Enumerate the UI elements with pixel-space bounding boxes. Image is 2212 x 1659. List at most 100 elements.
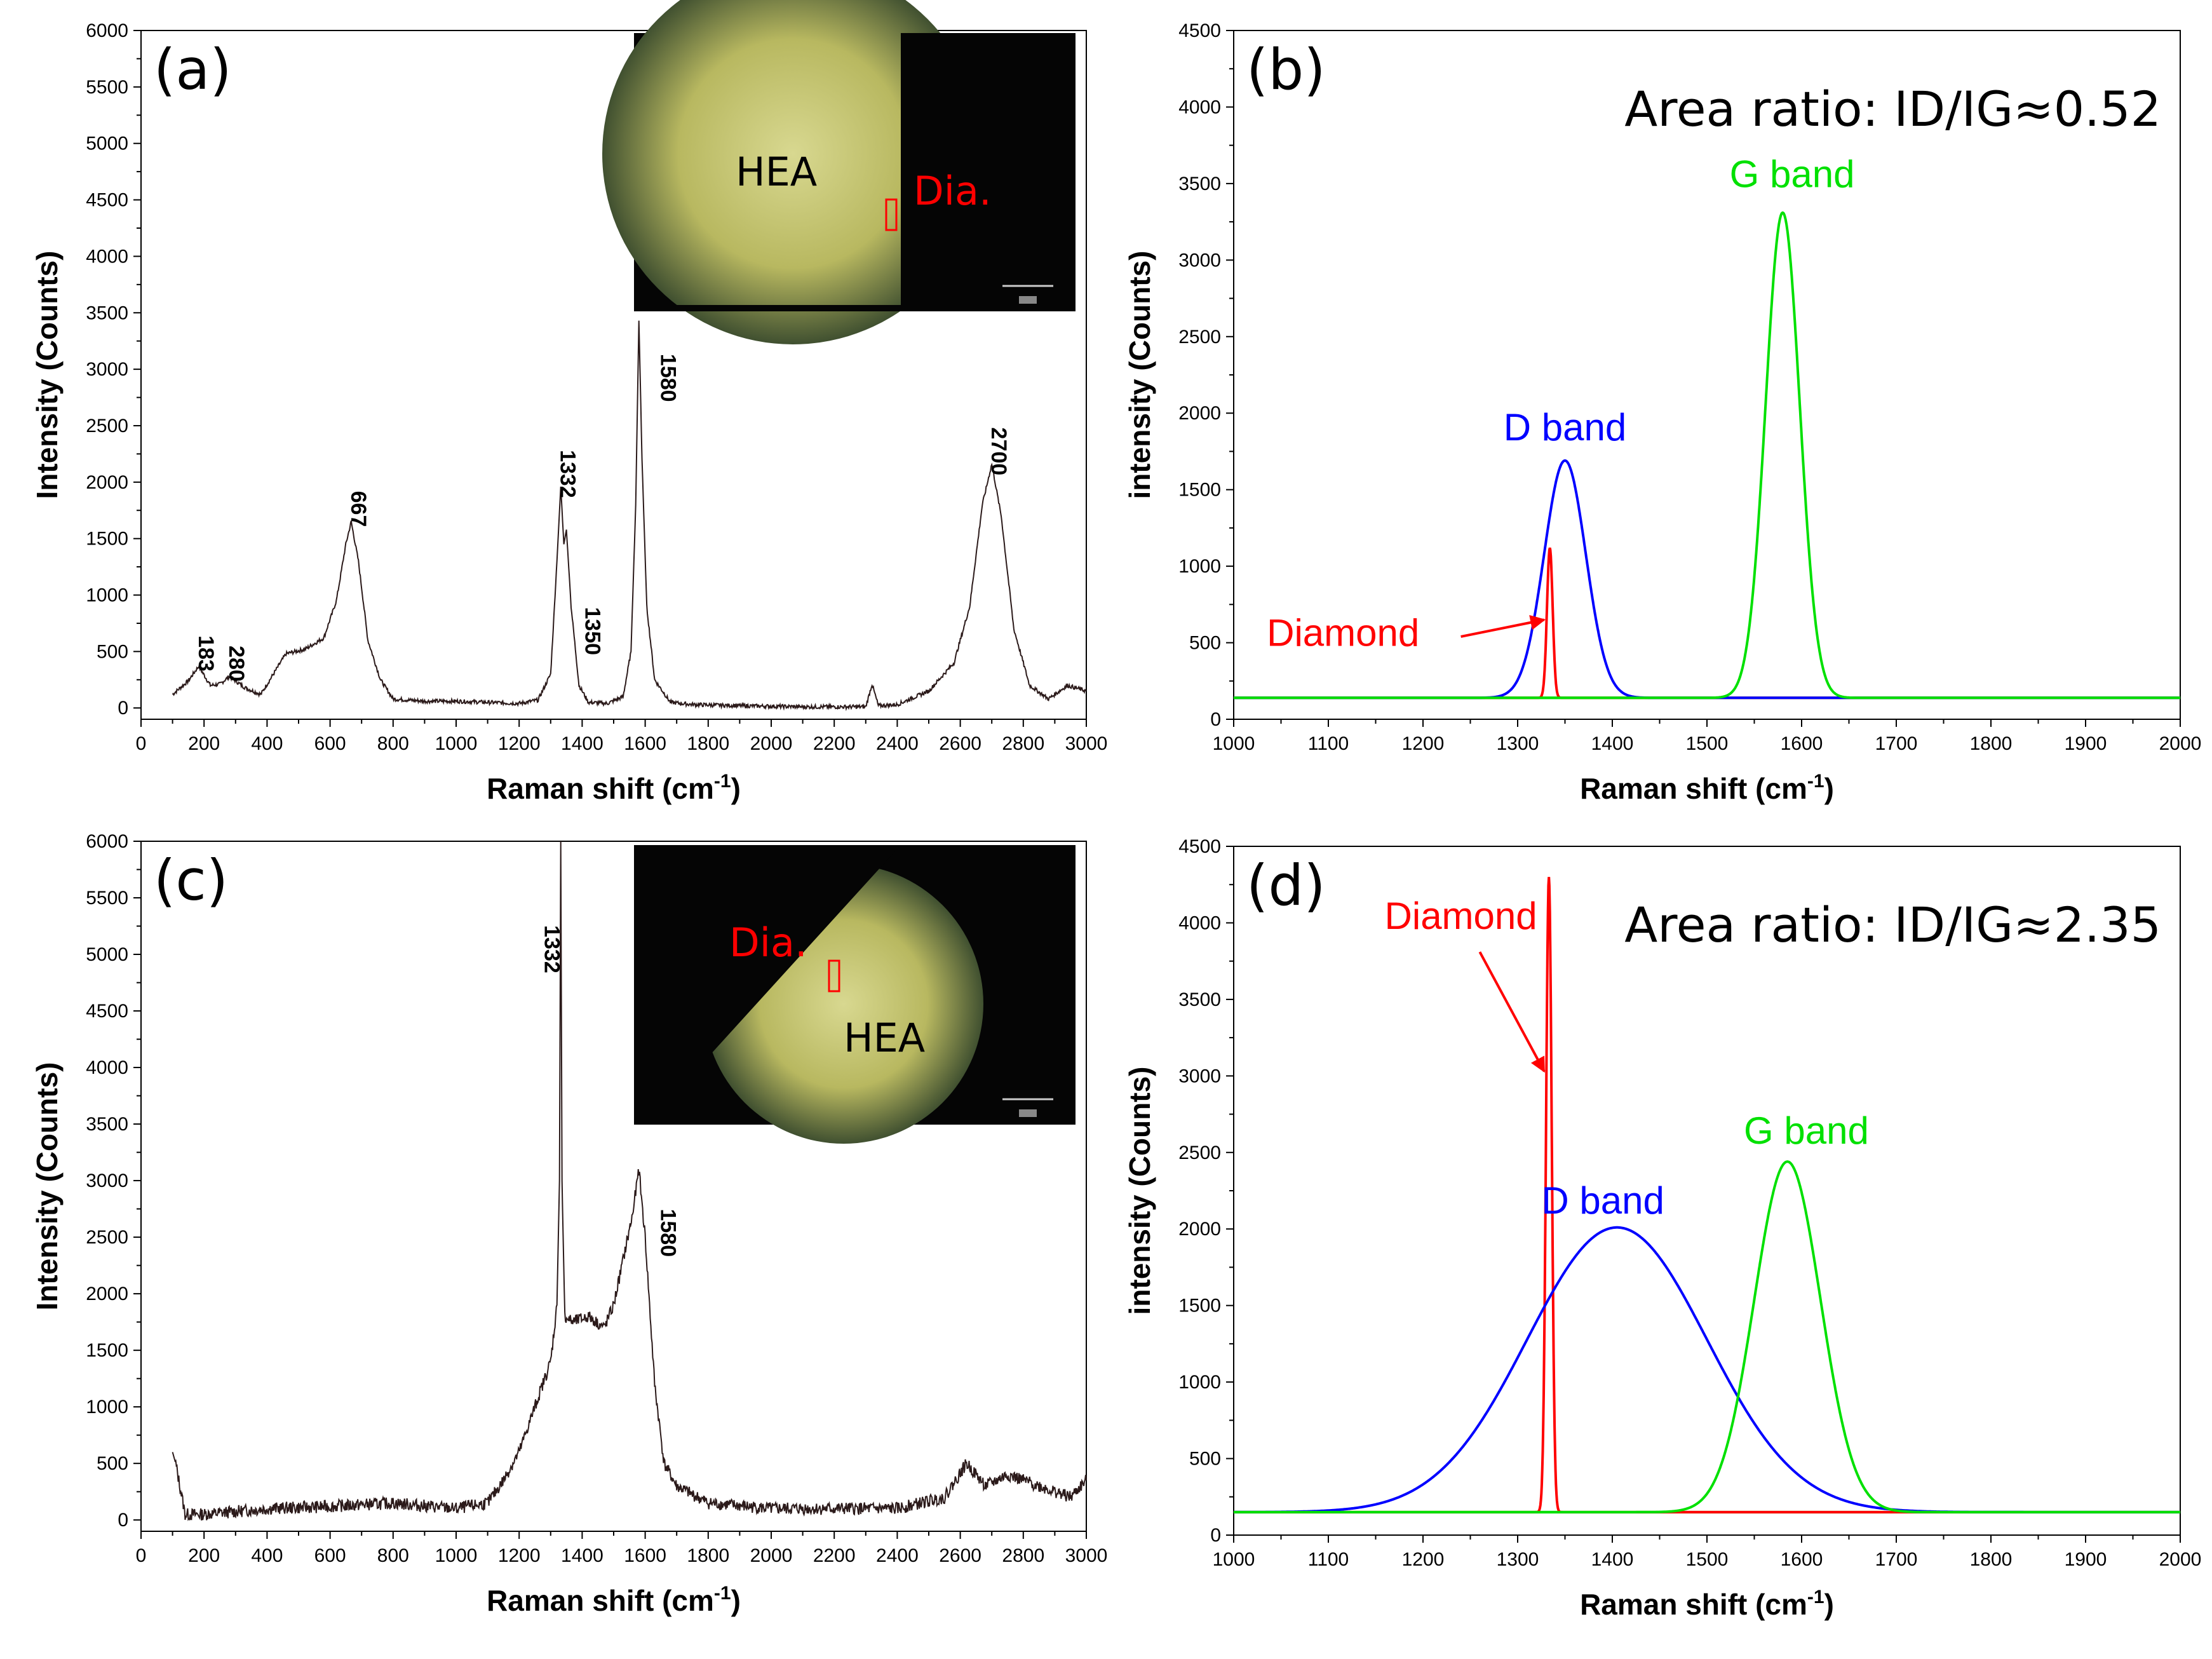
micrograph-inset: Dia. HEA bbox=[634, 845, 1076, 1144]
inset-mask bbox=[901, 33, 1076, 311]
x-tick-label: 1600 bbox=[1781, 1549, 1823, 1570]
y-tick-label: 4500 bbox=[86, 1001, 128, 1022]
diamond-arrow bbox=[1460, 614, 1546, 638]
x-tick-label: 1600 bbox=[624, 733, 666, 754]
x-tick-label: 1000 bbox=[435, 733, 478, 754]
diamond-label: Diamond bbox=[1385, 895, 1537, 937]
x-tick-label: 2000 bbox=[2159, 1549, 2202, 1570]
y-tick-label: 3500 bbox=[86, 1114, 128, 1135]
x-axis-label: Raman shift (cm-1) bbox=[1580, 1587, 1834, 1621]
peak-label-1350: 1350 bbox=[581, 607, 605, 655]
inset-hea-label: HEA bbox=[844, 1015, 925, 1061]
y-tick-label: 1500 bbox=[86, 529, 128, 550]
peak-label-1332: 1332 bbox=[540, 925, 564, 973]
peak-label-1332: 1332 bbox=[556, 450, 580, 498]
y-tick-label: 2000 bbox=[86, 1283, 128, 1304]
y-tick-label: 5500 bbox=[86, 77, 128, 98]
x-tick-label: 200 bbox=[188, 733, 220, 754]
spectrum-line bbox=[172, 320, 1087, 712]
y-tick-label: 3000 bbox=[86, 1170, 128, 1191]
y-tick-label: 0 bbox=[118, 698, 128, 719]
y-tick-label: 500 bbox=[97, 641, 128, 662]
y-tick-label: 2000 bbox=[1178, 1219, 1221, 1240]
x-tick-label: 1000 bbox=[435, 1545, 478, 1566]
panel-label: (a) bbox=[154, 37, 232, 102]
x-tick-label: 200 bbox=[188, 1545, 220, 1566]
x-tick-label: 2000 bbox=[2159, 733, 2202, 754]
y-tick-label: 3500 bbox=[86, 302, 128, 323]
x-tick-label: 1200 bbox=[498, 1545, 541, 1566]
y-tick-label: 3000 bbox=[86, 359, 128, 380]
x-tick-label: 600 bbox=[314, 733, 346, 754]
y-tick-label: 2500 bbox=[86, 1227, 128, 1248]
spectrum-line bbox=[172, 841, 1087, 1521]
y-tick-label: 6000 bbox=[86, 831, 128, 852]
peak-d-band bbox=[1234, 459, 2180, 700]
x-tick-label: 1100 bbox=[1308, 733, 1349, 754]
g-band-label: G band bbox=[1744, 1109, 1869, 1152]
x-tick-label: 2800 bbox=[1002, 1545, 1044, 1566]
area-ratio-annotation: Area ratio: ID/IG≈0.52 bbox=[1624, 81, 2161, 137]
y-tick-label: 3500 bbox=[1178, 173, 1221, 194]
peak-label-280: 280 bbox=[224, 646, 248, 682]
d-band-label: D band bbox=[1504, 406, 1626, 449]
inset-dia-label: Dia. bbox=[729, 919, 807, 966]
y-axis-label: Intensity (Counts) bbox=[30, 251, 64, 499]
chart-d: 1000 1100 1200 1300 1400 1500 1600 1700 1800 1900… bbox=[1123, 836, 2201, 1621]
y-tick-label: 1500 bbox=[1178, 1296, 1221, 1317]
y-axis-label: intensity (Counts) bbox=[1123, 1067, 1156, 1315]
y-tick-label: 4500 bbox=[1178, 20, 1221, 41]
x-axis-label: Raman shift (cm-1) bbox=[487, 1583, 741, 1617]
x-tick-label: 1700 bbox=[1875, 733, 1918, 754]
x-tick-label: 1700 bbox=[1875, 1549, 1918, 1570]
panel-label: (d) bbox=[1246, 853, 1326, 918]
y-tick-label: 500 bbox=[1189, 1449, 1221, 1470]
y-tick-label: 4500 bbox=[86, 190, 128, 211]
y-tick-label: 2500 bbox=[1178, 1142, 1221, 1163]
y-tick-label: 4000 bbox=[86, 1057, 128, 1078]
x-tick-label: 800 bbox=[377, 1545, 409, 1566]
x-tick-label: 2200 bbox=[813, 733, 856, 754]
x-tick-label: 1400 bbox=[561, 733, 604, 754]
inset-marker bbox=[828, 959, 840, 992]
x-tick-label: 2600 bbox=[939, 733, 981, 754]
inset-field bbox=[602, 0, 983, 344]
x-tick-label: 1300 bbox=[1497, 1549, 1539, 1570]
x-tick-label: 2000 bbox=[750, 1545, 793, 1566]
x-tick-label: 3000 bbox=[1065, 1545, 1108, 1566]
peak-label-667: 667 bbox=[346, 491, 370, 527]
peak-label-2700: 2700 bbox=[987, 428, 1011, 476]
y-tick-label: 4000 bbox=[1178, 97, 1221, 118]
chart-a: 0 200 400 600 800 1000 1200 1400 1600 1800 2000 220… bbox=[30, 0, 1107, 805]
peak-label-1580: 1580 bbox=[656, 354, 680, 402]
x-tick-label: 1800 bbox=[687, 1545, 729, 1566]
x-tick-label: 0 bbox=[136, 1545, 147, 1566]
y-tick-label: 2000 bbox=[86, 472, 128, 493]
y-tick-label: 4000 bbox=[1178, 912, 1221, 933]
y-tick-label: 4500 bbox=[1178, 836, 1221, 857]
y-tick-label: 0 bbox=[1210, 709, 1221, 730]
y-tick-label: 1500 bbox=[1178, 480, 1221, 501]
x-tick-label: 3000 bbox=[1065, 733, 1108, 754]
scale-bar-tag bbox=[1019, 1109, 1037, 1117]
y-axis-label: Intensity (Counts) bbox=[30, 1062, 64, 1311]
y-tick-label: 0 bbox=[1210, 1525, 1221, 1546]
x-tick-label: 1200 bbox=[1402, 1549, 1445, 1570]
chart-c: 0 200 400 600 800 1000 1200 1400 1600 1800 2000 220… bbox=[30, 831, 1107, 1617]
x-tick-label: 1900 bbox=[2065, 733, 2107, 754]
d-band-label: D band bbox=[1541, 1179, 1664, 1222]
x-axis-label: Raman shift (cm-1) bbox=[1580, 771, 1834, 805]
x-tick-label: 1200 bbox=[498, 733, 541, 754]
peak-d-band bbox=[1234, 1226, 2180, 1513]
x-tick-label: 1400 bbox=[561, 1545, 604, 1566]
x-tick-label: 1200 bbox=[1402, 733, 1445, 754]
chart-b: 1000 1100 1200 1300 1400 1500 1600 1700 1800 1900… bbox=[1123, 20, 2201, 805]
inset-mask bbox=[634, 305, 1076, 311]
peak-g-band bbox=[1234, 1160, 2180, 1513]
scale-bar-tag bbox=[1019, 296, 1037, 304]
y-tick-label: 1500 bbox=[86, 1340, 128, 1361]
x-tick-label: 600 bbox=[314, 1545, 346, 1566]
inset-dia-label: Dia. bbox=[914, 168, 992, 214]
g-band-label: G band bbox=[1730, 153, 1855, 196]
